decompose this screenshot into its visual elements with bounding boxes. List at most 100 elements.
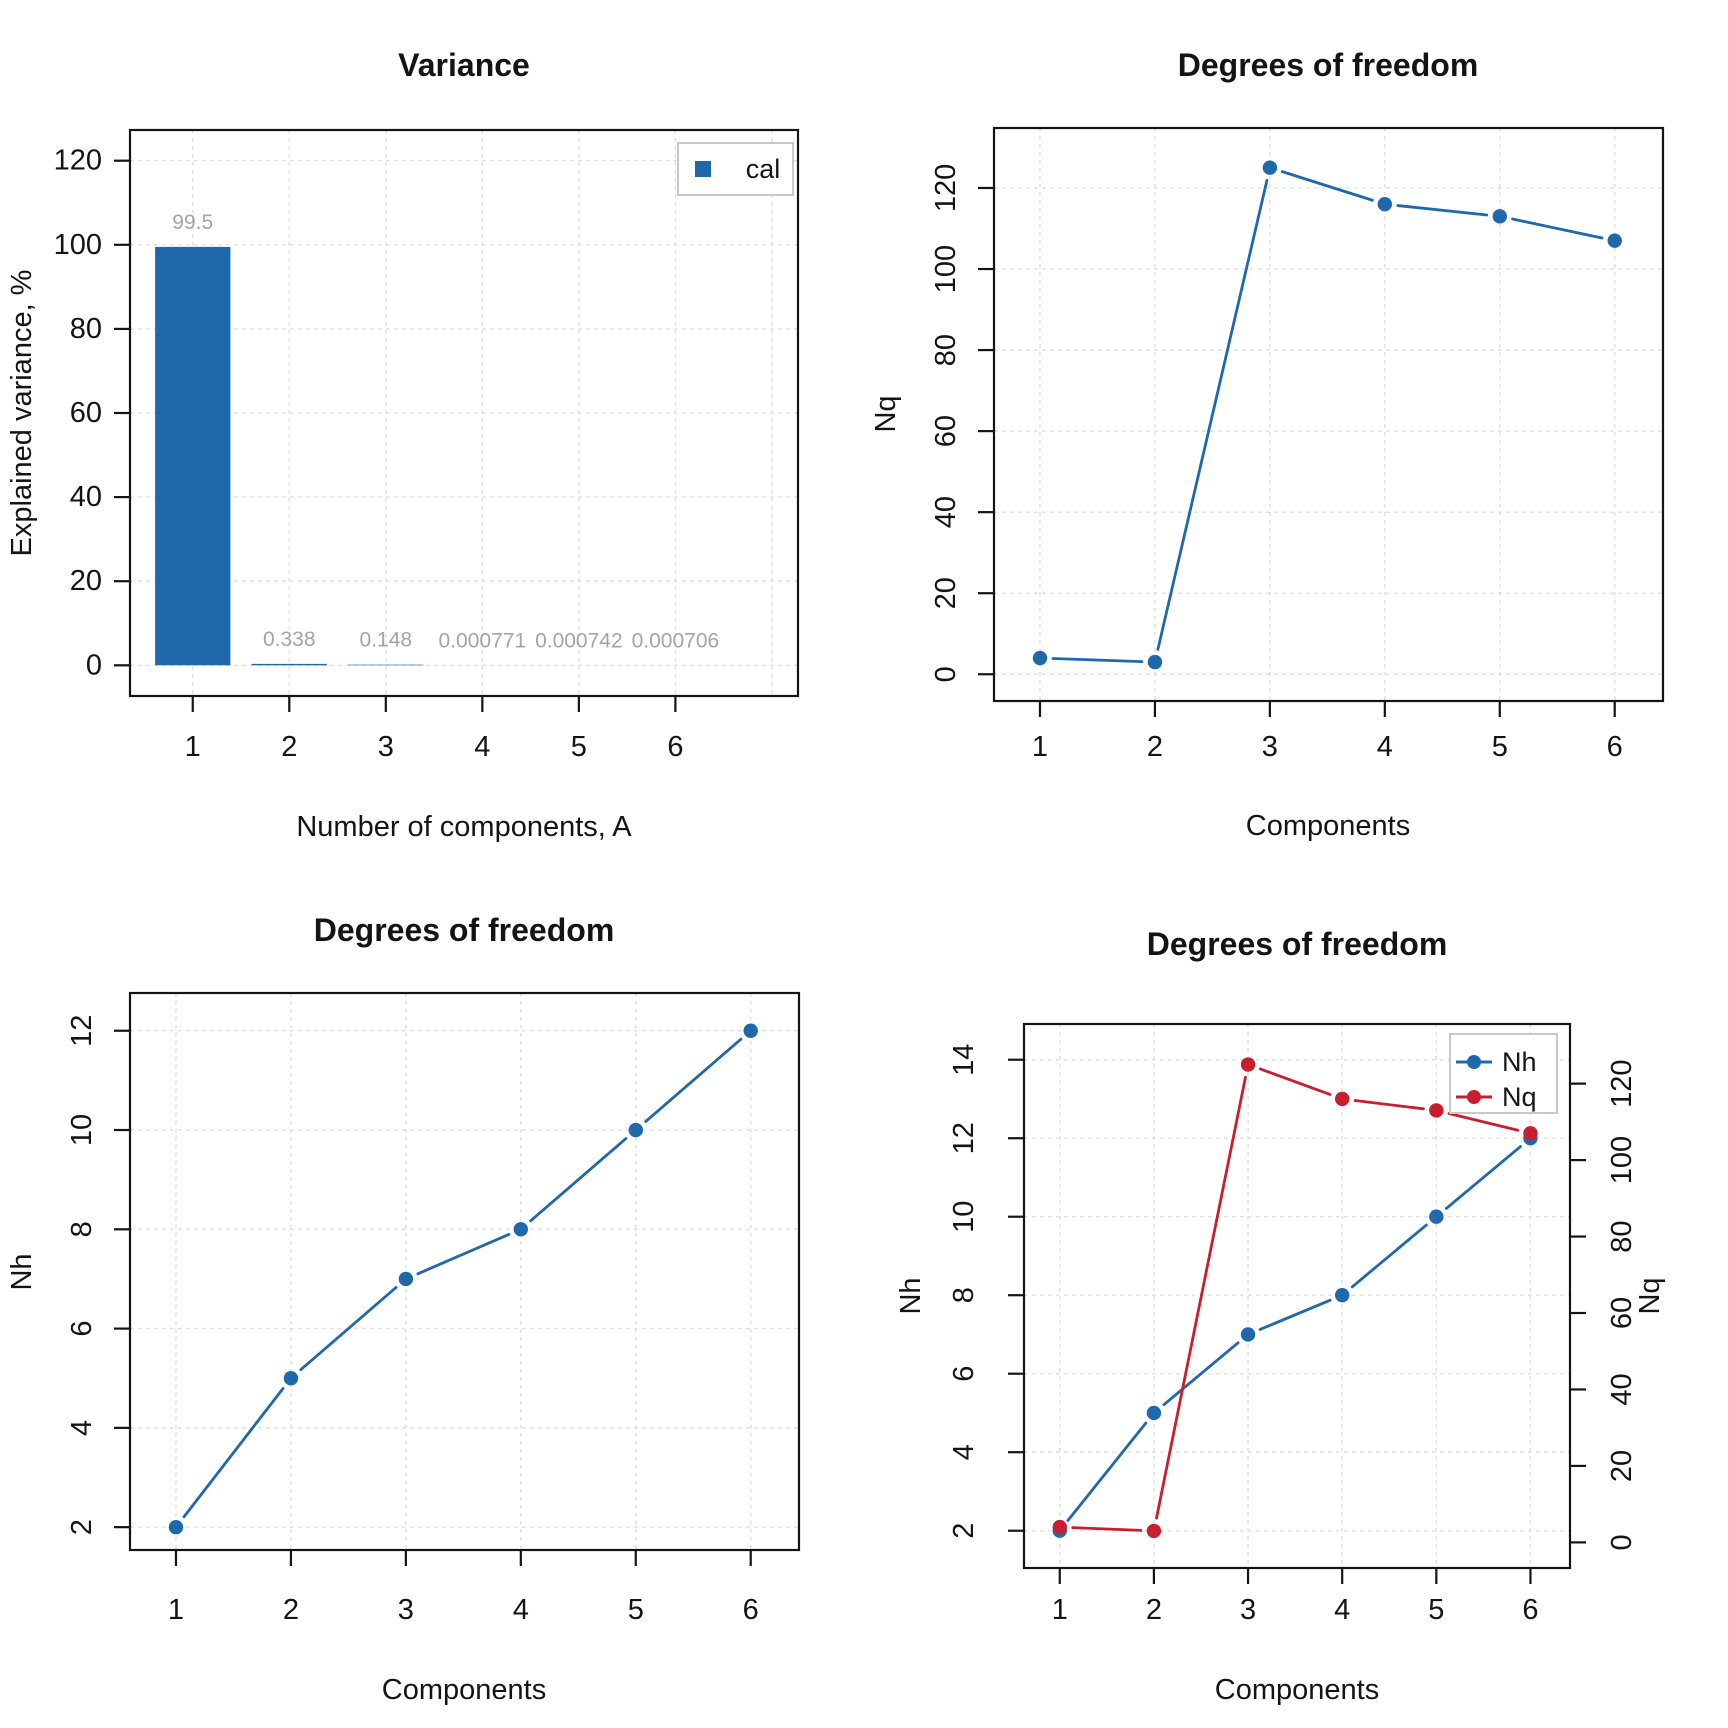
series-segment <box>1051 657 1144 664</box>
y-right-tick-label: 60 <box>1606 1297 1638 1329</box>
x-tick-label: 5 <box>628 1594 644 1626</box>
y-tick-label: 120 <box>54 145 102 177</box>
data-point <box>1262 160 1278 175</box>
series-segment <box>1280 170 1374 202</box>
x-tick-label: 1 <box>185 731 201 763</box>
x-tick-label: 3 <box>1262 731 1278 763</box>
x-tick-label: 5 <box>1492 731 1508 763</box>
data-point <box>1429 1209 1444 1224</box>
bar <box>348 664 424 666</box>
y-tick-label: 6 <box>948 1366 980 1382</box>
legend-marker-square <box>695 161 711 177</box>
legend-marker-dot <box>1467 1090 1481 1104</box>
x-tick-label: 4 <box>513 1594 529 1626</box>
y-tick-label: 20 <box>70 565 102 597</box>
series-segment <box>529 1137 628 1223</box>
x-tick-label: 3 <box>1240 1594 1256 1626</box>
y-tick-label: 12 <box>66 1015 98 1047</box>
x-axis-title: Components <box>1246 810 1410 842</box>
y-tick-label: 40 <box>70 481 102 513</box>
legend-box <box>677 142 794 196</box>
y-tick-label: 12 <box>948 1122 980 1154</box>
x-tick-label: 6 <box>1607 731 1623 763</box>
y-tick-label: 0 <box>86 649 102 681</box>
y-right-tick-label: 80 <box>1606 1220 1638 1252</box>
y-tick-label: 80 <box>930 334 962 366</box>
series-segment <box>1447 1112 1520 1132</box>
bar-value-label: 0.000742 <box>535 629 623 652</box>
y-tick-label: 100 <box>930 245 962 293</box>
bar-value-label: 0.148 <box>360 629 413 652</box>
chart-title: Degrees of freedom <box>314 912 615 948</box>
data-point <box>398 1271 414 1287</box>
data-point <box>1523 1126 1538 1141</box>
y-right-tick-label: 120 <box>1606 1059 1638 1107</box>
y-tick-label: 10 <box>948 1201 980 1233</box>
y-tick-label: 6 <box>66 1321 98 1337</box>
legend-label: Nq <box>1502 1082 1537 1112</box>
x-tick-label: 5 <box>571 731 587 763</box>
y-tick-label: 4 <box>948 1444 980 1460</box>
series-segment <box>1071 1526 1143 1532</box>
bar <box>155 246 231 666</box>
data-point <box>168 1519 184 1535</box>
x-tick-label: 4 <box>1377 731 1393 763</box>
bar-value-label: 99.5 <box>172 211 213 234</box>
x-tick-label: 2 <box>281 731 297 763</box>
y-tick-label: 2 <box>948 1523 980 1539</box>
series-segment <box>182 1387 285 1519</box>
y-tick-label: 100 <box>54 229 102 261</box>
y-right-tick-label: 0 <box>1606 1534 1638 1550</box>
data-point <box>513 1222 529 1237</box>
y-right-axis-title: Nq <box>1634 1277 1666 1314</box>
data-point <box>1607 233 1622 248</box>
panel-variance: 99.5 0.338 0.148 0.000771 0.000742 0.000706 1 2… <box>0 0 864 864</box>
x-tick-label: 1 <box>1052 1594 1068 1626</box>
data-point <box>1334 1288 1350 1303</box>
y-tick-label: 80 <box>70 313 102 345</box>
series-segment <box>1162 1341 1240 1407</box>
y-tick-label: 20 <box>930 577 962 609</box>
y-axis-title: Nh <box>6 1253 38 1290</box>
series-segment <box>299 1286 398 1372</box>
y-right-tick-label: 100 <box>1606 1136 1638 1184</box>
y-right-tick-label: 40 <box>1606 1373 1638 1405</box>
plot-frame <box>128 991 801 1552</box>
panel-degrees-of-freedom-nh: 1 2 3 4 5 6 2 4 6 8 10 12 Degrees of freedom Componen… <box>0 864 864 1728</box>
y-tick-label: 2 <box>66 1519 98 1535</box>
data-point <box>283 1371 299 1386</box>
series-segment <box>1258 1067 1332 1096</box>
y-tick-label: 10 <box>66 1114 98 1146</box>
panel-degrees-of-freedom-dual: 1 2 3 4 5 6 2 4 6 8 10 12 14 0 20 40 60 80 100 120 Degrees o… <box>864 864 1728 1728</box>
bar <box>251 663 327 666</box>
y-tick-label: 120 <box>930 164 962 212</box>
bar-value-label: 0.000706 <box>632 629 720 652</box>
y-tick-label: 0 <box>930 666 962 682</box>
data-point <box>1240 1057 1256 1072</box>
x-tick-label: 1 <box>168 1594 184 1626</box>
series-segment <box>1353 1099 1425 1111</box>
data-point <box>1146 1405 1162 1421</box>
y-right-tick-label: 20 <box>1606 1450 1638 1482</box>
chart-title: Variance <box>398 47 530 83</box>
data-point <box>1334 1091 1350 1107</box>
data-point <box>743 1023 758 1038</box>
chart-title: Degrees of freedom <box>1147 926 1448 962</box>
legend-marker-dot <box>1467 1055 1481 1069</box>
legend-label: Nh <box>1502 1047 1537 1077</box>
data-point <box>1377 196 1393 212</box>
series-segment <box>1350 1223 1428 1289</box>
y-tick-label: 14 <box>948 1044 980 1076</box>
x-tick-label: 3 <box>398 1594 414 1626</box>
bar-value-label: 0.338 <box>263 628 316 651</box>
y-axis-title: Nh <box>895 1277 927 1314</box>
legend-label: cal <box>746 154 781 184</box>
series-segment <box>1066 1421 1148 1522</box>
x-tick-label: 6 <box>1522 1594 1538 1626</box>
data-point <box>1492 209 1507 224</box>
